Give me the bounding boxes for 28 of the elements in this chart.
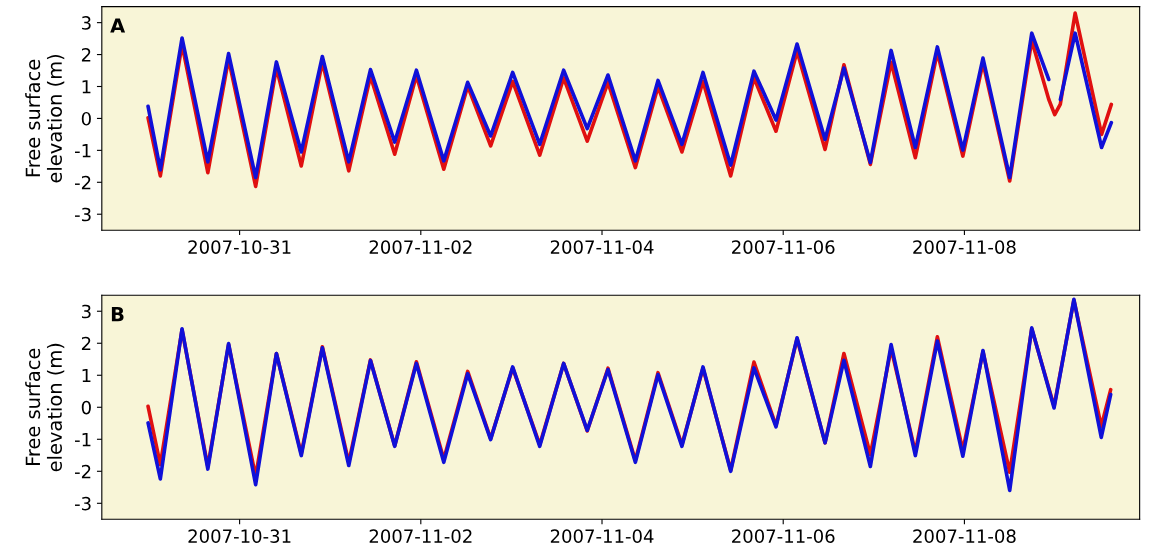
x-tick-label: 2007-11-02 — [369, 529, 472, 543]
x-tick-label: 2007-11-08 — [913, 240, 1016, 254]
y-tick-label: 0 — [81, 400, 91, 415]
annotation: A — [110, 18, 126, 33]
y-tick-label: -1 — [74, 144, 91, 158]
y-tick-label: 3 — [81, 304, 91, 319]
y-tick-label: -2 — [74, 175, 91, 190]
y-tick-label: 3 — [81, 16, 91, 30]
y-tick-label: 1 — [82, 368, 91, 383]
annotation: B — [111, 307, 124, 322]
x-tick-label: 2007-11-02 — [369, 240, 472, 254]
y-tick-label: 2 — [81, 48, 91, 62]
x-tick-label: 2007-11-08 — [913, 529, 1016, 543]
y-tick-label: 0 — [81, 111, 91, 126]
y-tick-label: -3 — [74, 207, 91, 222]
x-tick-label: 2007-11-04 — [550, 240, 654, 254]
y-tick-label: -1 — [74, 432, 91, 447]
y-tick-label: -2 — [74, 464, 91, 479]
x-tick-label: 2007-10-31 — [188, 240, 291, 254]
x-tick-label: 2007-11-06 — [732, 240, 835, 254]
x-tick-label: 2007-11-04 — [550, 529, 654, 543]
y-tick-label: -3 — [74, 496, 91, 511]
y-axis-title: Free surface elevation (m) — [25, 343, 65, 472]
y-tick-label: 2 — [81, 336, 91, 351]
x-tick-label: 2007-11-06 — [732, 529, 835, 543]
x-tick-label: 2007-10-31 — [188, 529, 291, 543]
y-axis-title: Free surface elevation (m) — [25, 54, 65, 183]
y-tick-label: 1 — [82, 80, 91, 94]
